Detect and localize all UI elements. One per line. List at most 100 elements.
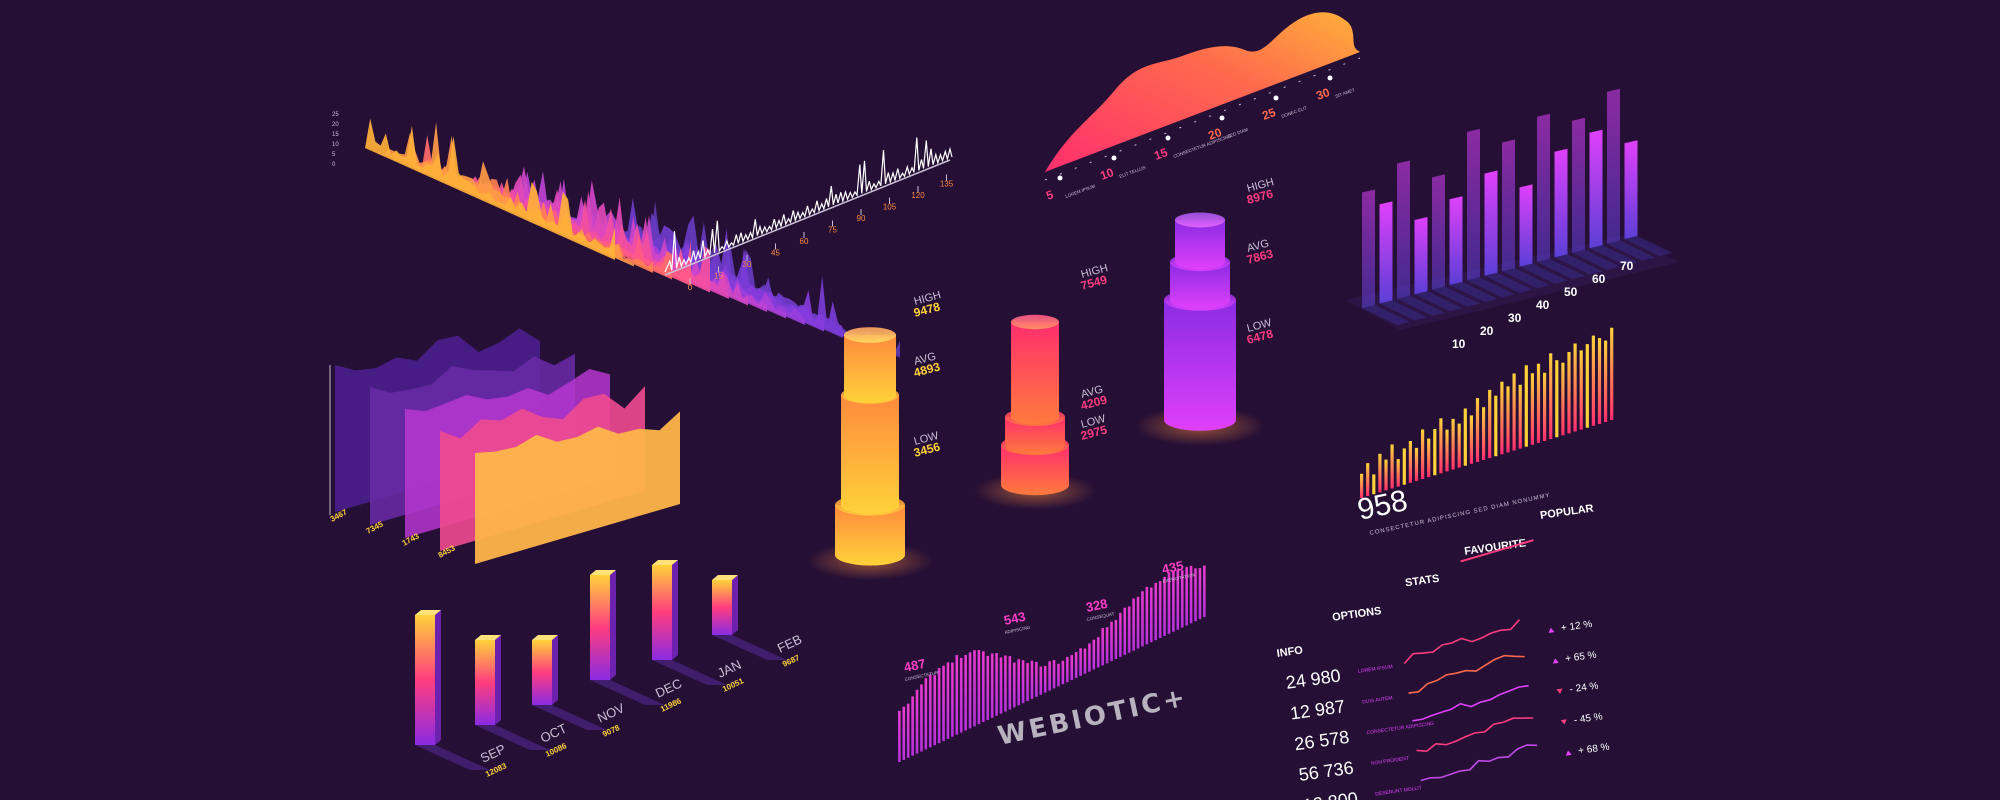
top-wave-caption: SED DIAM (1227, 127, 1249, 139)
webiotic-wave-bar (1092, 639, 1096, 670)
webiotic-wave-bar (1088, 643, 1091, 672)
webiotic-wave-bar (911, 696, 914, 756)
webiotic-wave-bar (1136, 596, 1140, 649)
cylinder-top (1011, 314, 1059, 330)
month-label: NOV (595, 700, 627, 726)
top-wave-value: 15 (1152, 145, 1170, 163)
trend-down-icon (1556, 688, 1563, 694)
cylinder-top (1175, 212, 1225, 228)
table-row-percent: + 12 % (1560, 619, 1593, 634)
iso-bar (1537, 113, 1550, 262)
iso-bar-tick-label: 40 (1536, 298, 1550, 312)
tab-favourite[interactable]: FAVOURITE (1464, 537, 1527, 558)
spike-bar (1475, 398, 1480, 462)
month-column (532, 640, 552, 705)
cylinder-stat-value: 3456 (912, 439, 942, 460)
month-column-side (672, 560, 678, 660)
table-row-sparkline (1403, 619, 1520, 665)
webiotic-wave-bar (986, 655, 990, 720)
iso-bar-tick-label: 60 (1592, 272, 1606, 286)
spike-bar (1433, 429, 1437, 476)
trend-up-icon (1548, 627, 1555, 633)
table-row-value: 12 987 (1289, 696, 1346, 723)
table-row-label: CONSECTETUR ADIPISCING (1366, 721, 1434, 736)
table-row-percent: - 24 % (1569, 681, 1599, 696)
webiotic-wave-bar (1180, 570, 1184, 628)
tab-stats[interactable]: STATS (1404, 573, 1440, 590)
spike-bar (1469, 415, 1473, 464)
spike-bar (1604, 340, 1608, 422)
webiotic-wave-chart: 487CONSECTETUR543ADIPISCING328CONSEQUAT4… (898, 558, 1206, 762)
spike-bar (1561, 362, 1565, 436)
ridge-x-tick-label: 30 (743, 260, 752, 269)
top-wave-value: 10 (1098, 165, 1116, 183)
trend-up-icon (1552, 658, 1559, 664)
iso-bar-shadow (1432, 286, 1480, 307)
webiotic-wave-bar (1163, 576, 1166, 636)
spike-bar (1579, 350, 1583, 430)
webiotic-wave-bar (1172, 571, 1175, 632)
top-wave-dot (1327, 75, 1333, 81)
webiotic-wave-caption: CONSEQUAT (1086, 611, 1115, 622)
spike-bar (1591, 335, 1595, 426)
table-row-label: DESERUNT MOLLIT (1375, 785, 1422, 797)
ridge-row (422, 135, 672, 280)
table-row-percent: + 68 % (1578, 742, 1611, 757)
webiotic-wave-bar (1141, 591, 1144, 647)
top-wave-caption: DONEC ELIT (1281, 105, 1308, 119)
ridge-y-tick-label: 20 (332, 122, 339, 128)
spike-bar (1463, 408, 1467, 466)
month-column-top (475, 635, 501, 640)
spike-bar (1396, 459, 1400, 487)
month-column-top (415, 610, 441, 615)
month-column-top (652, 560, 678, 565)
webiotic-wave-bar (1070, 655, 1073, 681)
month-column-side (610, 570, 616, 680)
month-column-top (712, 575, 738, 580)
webiotic-wave-bar (1012, 662, 1016, 708)
webiotic-wave-bar (1048, 661, 1051, 691)
cylinder-cap (1011, 314, 1059, 330)
spike-bar (1597, 338, 1602, 424)
spike-bar (1524, 365, 1528, 447)
spike-bar (1488, 389, 1492, 459)
top-wave-dot (1057, 175, 1063, 181)
webiotic-wave-bar (1083, 648, 1087, 674)
spike-bar (1421, 429, 1425, 479)
trend-down-icon (1560, 719, 1567, 725)
tab-favourite-underline (1460, 539, 1534, 563)
webiotic-wave-bar (1035, 661, 1038, 697)
layer-label: 7345 (365, 519, 385, 536)
webiotic-wave-bar (1194, 568, 1197, 622)
spike-bar (1518, 384, 1522, 449)
webiotic-wave-bar (973, 650, 976, 727)
table-row-value: 24 980 (1285, 665, 1342, 692)
tab-popular[interactable]: POPULAR (1539, 503, 1594, 522)
top-wave-dot (1111, 155, 1117, 161)
iso-bar-tick-label: 20 (1480, 324, 1494, 338)
cylinder-stat-value: 9478 (912, 299, 942, 320)
iso-bar (1449, 196, 1463, 285)
iso-bars (1362, 88, 1673, 325)
webiotic-wave-bar (920, 684, 923, 752)
month-column-shadow (532, 705, 607, 730)
iso-bar (1362, 189, 1375, 308)
spike-bar (1585, 344, 1589, 428)
month-column-side (495, 635, 501, 725)
ridge-x-tick-label: 120 (911, 191, 925, 200)
iso-bar-shadow (1519, 263, 1568, 284)
top-wave-dot (1165, 135, 1171, 141)
cylinder-top (844, 327, 896, 343)
webiotic-wave-bar (959, 657, 963, 733)
webiotic-wave-bar (955, 655, 959, 735)
webiotic-wave-bar (1017, 659, 1020, 706)
month-label: FEB (775, 631, 804, 655)
spike-bar (1414, 447, 1419, 481)
webiotic-wave-bar (1021, 660, 1025, 704)
webiotic-wave-bar (1132, 598, 1135, 651)
webiotic-wave-bar (968, 652, 972, 729)
top-wave-value: 25 (1260, 105, 1278, 123)
trend-up-icon (1565, 750, 1572, 756)
month-column-top (590, 570, 616, 575)
iso-bar-chart: 10 20 30 40 50 60 70 (1345, 88, 1680, 351)
